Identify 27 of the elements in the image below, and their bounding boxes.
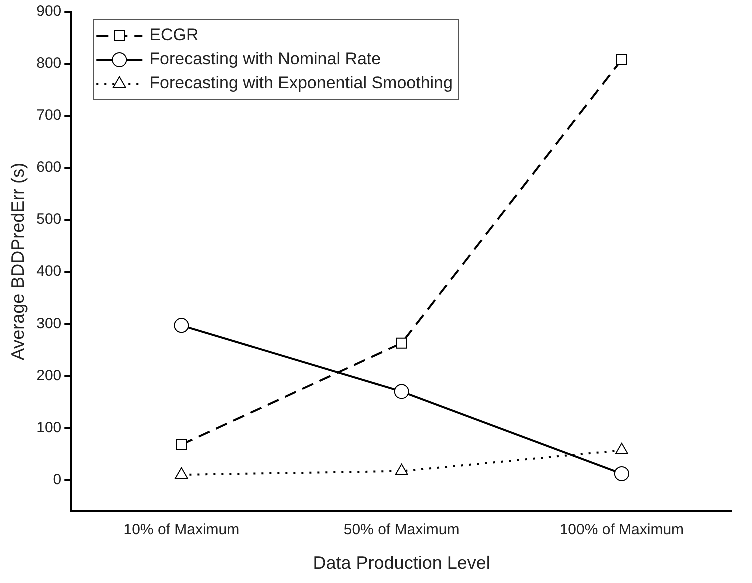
y-tick-label: 400 (36, 263, 62, 280)
x-tick-label: 50% of Maximum (344, 522, 460, 539)
y-tick-label: 800 (36, 55, 62, 72)
y-tick-label: 200 (36, 367, 62, 384)
y-tick-label: 300 (36, 315, 62, 332)
point (174, 318, 190, 334)
point (395, 464, 408, 476)
y-tick-label: 600 (36, 159, 62, 176)
legend-label: Forecasting with Exponential Smoothing (150, 74, 453, 93)
legend-label: ECGR (150, 26, 199, 45)
x-tick-label: 100% of Maximum (560, 522, 684, 539)
point (394, 384, 410, 400)
x-tick-label: 10% of Maximum (124, 522, 240, 539)
legend-label: Forecasting with Nominal Rate (150, 50, 382, 69)
y-tick-label: 100 (36, 419, 62, 436)
point (615, 443, 628, 455)
y-tick-label: 700 (36, 107, 62, 124)
point (175, 467, 188, 479)
y-axis-title: Average BDDPredErr (s) (8, 162, 28, 361)
y-tick-label: 0 (53, 471, 62, 488)
point (616, 54, 628, 66)
y-tick-label: 500 (36, 211, 62, 228)
point (614, 466, 630, 482)
x-axis-title: Data Production Level (313, 553, 490, 574)
point (396, 338, 408, 349)
point (176, 439, 188, 450)
y-tick-label: 900 (36, 3, 62, 20)
